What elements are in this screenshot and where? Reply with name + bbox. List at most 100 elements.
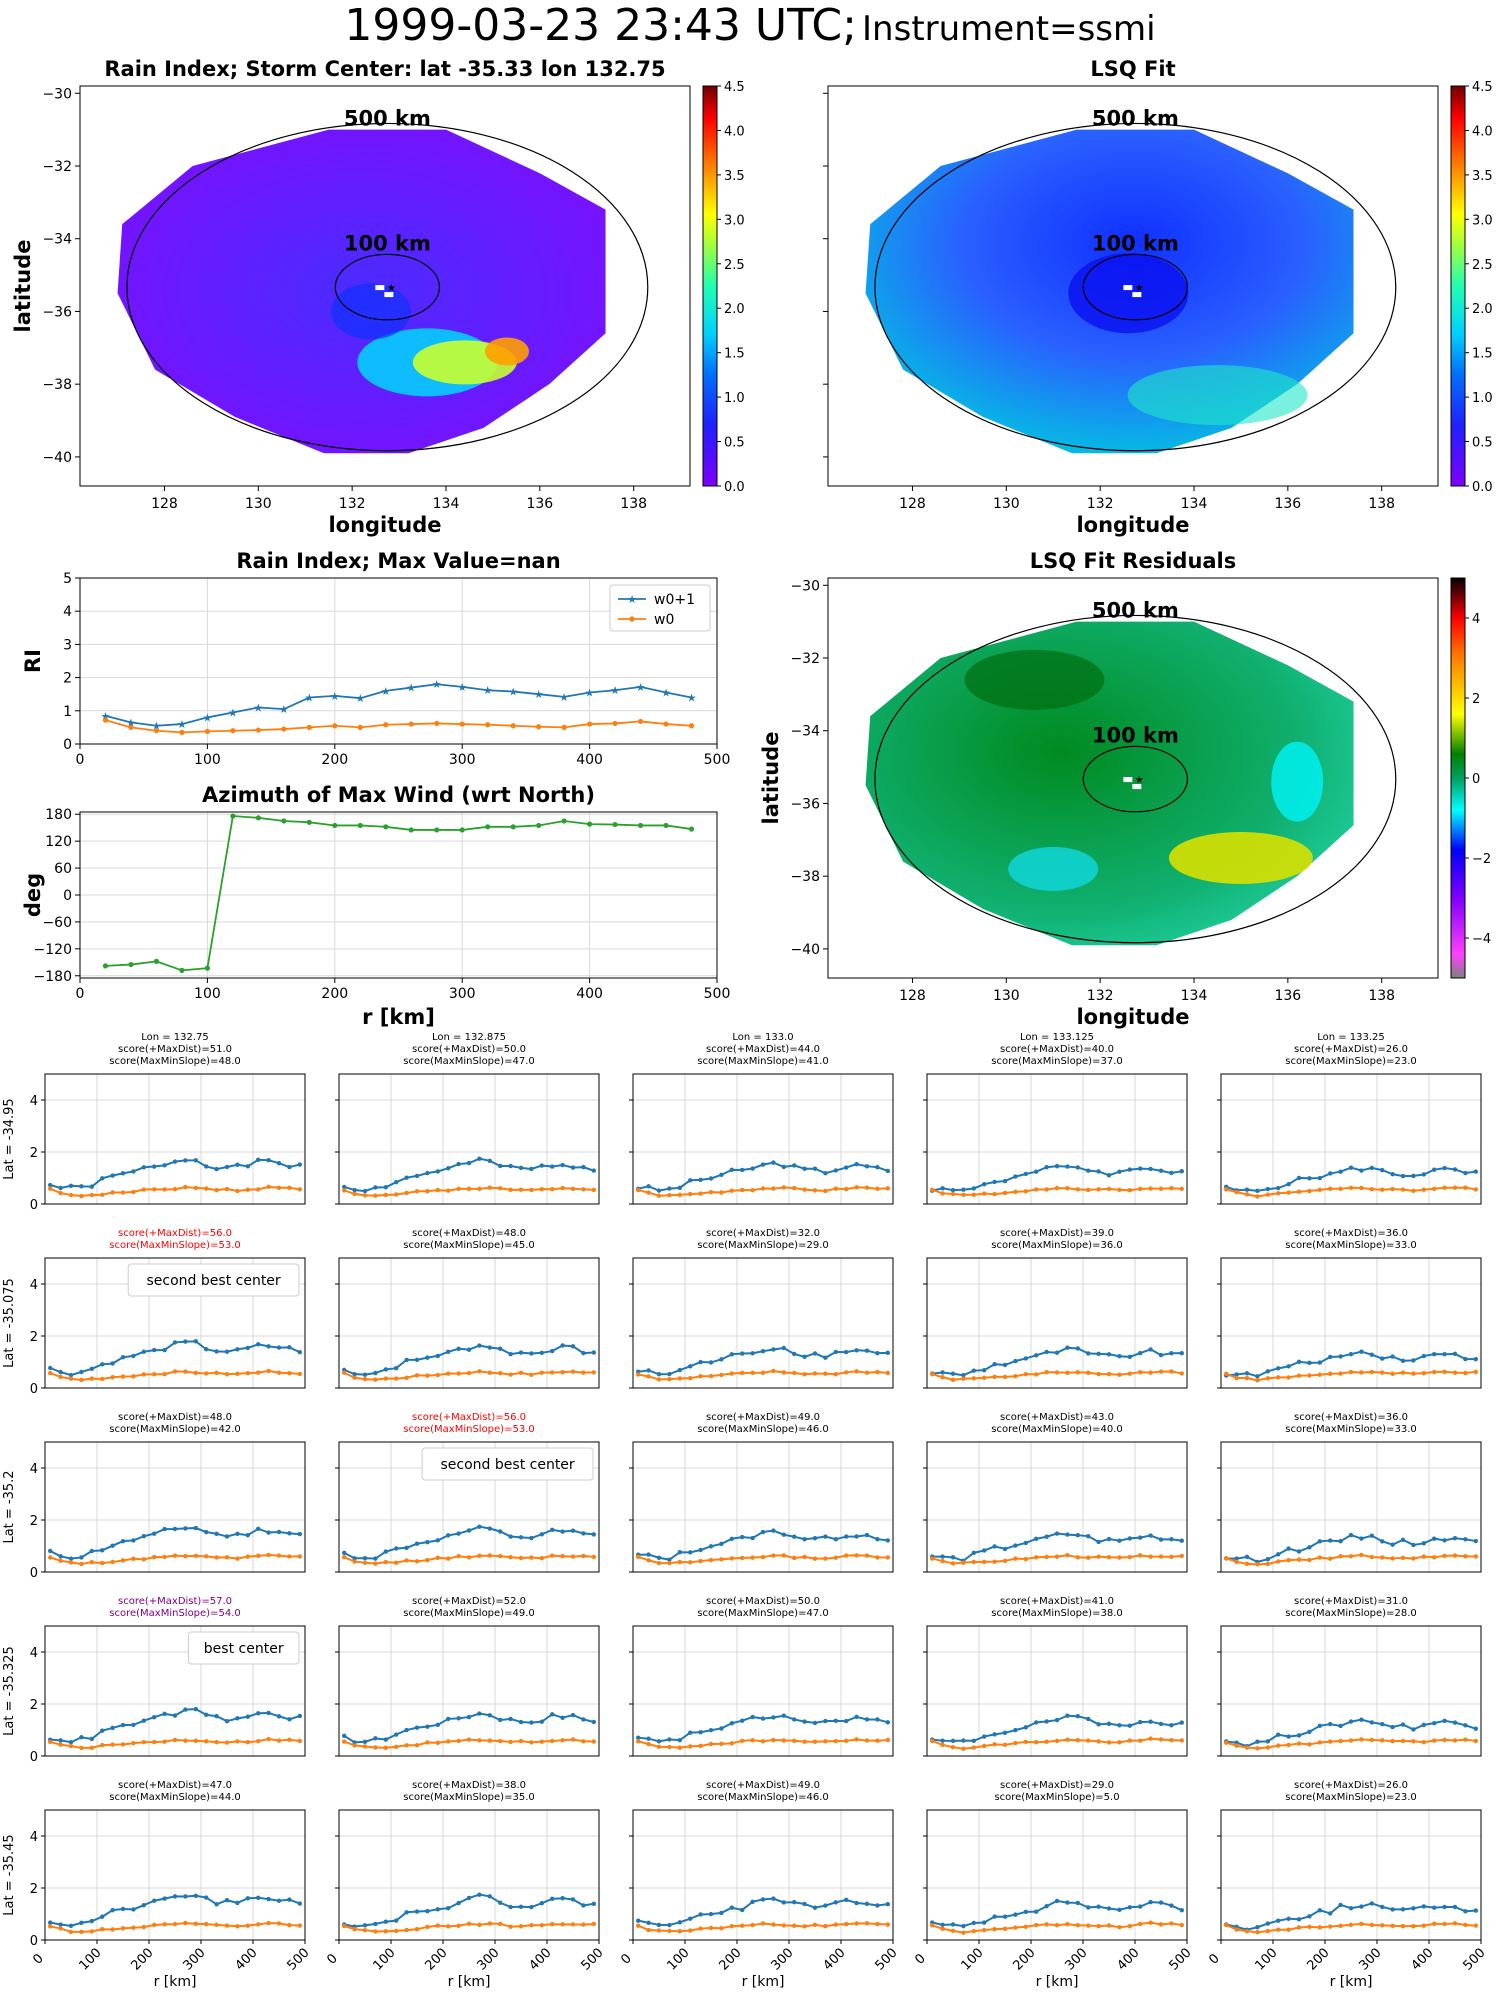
cell-2-1-point-1	[581, 1553, 586, 1559]
cell-3-4-point-0	[1432, 1720, 1437, 1726]
cell-3-0-point-1	[48, 1739, 53, 1745]
cell-4-4-point-1	[1286, 1927, 1291, 1932]
colorbar-1	[1450, 85, 1466, 487]
cell-1-1-point-0	[518, 1350, 524, 1355]
cell-4-1-point-0	[487, 1894, 492, 1899]
cell-2-2-point-1	[812, 1556, 818, 1561]
cell-0-0-score-maxminslope: score(MaxMinSlope)=48.0	[109, 1056, 240, 1067]
ri-xtick-label: 0	[76, 752, 85, 768]
cell-3-0-ytick-label: 0	[30, 1750, 38, 1765]
cell-4-1-point-0	[446, 1906, 451, 1911]
cell-2-3-point-1	[1002, 1558, 1008, 1564]
cell-0-0-point-0	[287, 1164, 292, 1170]
cell-0-4-point-1	[1348, 1185, 1354, 1190]
cell-0-2-axes	[633, 1074, 893, 1204]
cell-0-2-point-0	[792, 1163, 797, 1168]
cell-0-0-ytick-label: 4	[30, 1094, 38, 1109]
map-ytick-label-0: −34	[42, 232, 72, 248]
cell-3-1-point-0	[446, 1716, 451, 1722]
cell-2-0-point-1	[89, 1559, 95, 1565]
az-point-0	[204, 965, 210, 971]
cell-1-0-point-1	[193, 1370, 198, 1376]
cell-1-0-point-1	[100, 1376, 105, 1382]
cell-4-3-point-0	[1034, 1909, 1039, 1914]
cell-1-1-point-0	[581, 1350, 586, 1356]
cell-0-4-point-1	[1244, 1192, 1250, 1197]
cell-4-0-point-1	[256, 1922, 261, 1927]
cell-1-4-point-0	[1276, 1366, 1281, 1371]
cell-2-3-point-1	[1034, 1555, 1039, 1560]
cell-4-1-xtick-label: 300	[474, 1945, 502, 1973]
cell-3-3-point-0	[940, 1738, 945, 1743]
cell-2-2-point-0	[802, 1537, 807, 1542]
cell-2-3-point-1	[1013, 1556, 1018, 1561]
cell-3-0-point-1	[235, 1739, 240, 1744]
cell-4-1-point-1	[435, 1923, 440, 1928]
cell-2-0-point-0	[162, 1526, 167, 1532]
az-point-0	[637, 822, 644, 829]
cell-2-2-point-0	[792, 1534, 797, 1539]
cell-3-4-score-maxdist: score(+MaxDist)=31.0	[1294, 1596, 1408, 1607]
cell-2-3-point-0	[971, 1550, 976, 1556]
cell-2-4-point-1	[1224, 1556, 1229, 1561]
cell-1-0-point-0	[152, 1347, 157, 1353]
cell-1-0-ytick-label: 0	[30, 1382, 38, 1397]
cell-1-1-point-0	[394, 1365, 399, 1371]
cell-2-0-ytick-label: 2	[30, 1514, 38, 1529]
cell-3-0-point-0	[68, 1740, 74, 1745]
ri-point-0: ★	[432, 678, 442, 691]
cell-4-3-point-0	[1023, 1909, 1028, 1915]
cell-0-2-point-1	[750, 1187, 755, 1193]
cell-4-3-point-0	[1002, 1914, 1008, 1919]
cell-3-1-point-0	[591, 1719, 596, 1725]
cell-2-3-point-1	[961, 1560, 966, 1565]
cell-2-0-point-0	[245, 1532, 250, 1538]
cell-1-1-point-0	[446, 1349, 451, 1355]
cell-4-4-point-1	[1421, 1923, 1427, 1928]
cell-4-0-point-0	[68, 1923, 74, 1929]
cell-0-2-point-1	[698, 1191, 703, 1196]
cell-4-2-point-0	[667, 1922, 672, 1928]
cell-2-1-point-1	[591, 1554, 596, 1560]
cell-1-2-point-0	[760, 1348, 766, 1354]
figure-time: 1999-03-23 23:43 UTC;	[344, 0, 857, 51]
cell-1-4-point-0	[1452, 1351, 1458, 1357]
cell-1-4-point-0	[1328, 1354, 1333, 1360]
cell-3-1-point-1	[529, 1740, 534, 1745]
cell-3-1-point-1	[539, 1739, 544, 1744]
cell-0-4-point-1	[1452, 1185, 1458, 1190]
az-point-0	[230, 813, 236, 819]
cell-2-4-point-1	[1296, 1557, 1302, 1562]
cell-4-0-point-0	[100, 1914, 105, 1919]
cell-3-1-point-1	[487, 1738, 492, 1743]
cell-1-4-frame	[1220, 1257, 1482, 1389]
cell-4-2-xtick-label: 300	[768, 1945, 796, 1973]
cell-0-1-point-1	[446, 1188, 451, 1193]
cell-3-0-point-1	[131, 1741, 136, 1746]
cell-1-0-point-1	[276, 1370, 282, 1375]
cell-2-3-point-1	[1158, 1554, 1164, 1559]
cell-2-0-point-0	[256, 1526, 261, 1531]
cell-2-4-point-0	[1244, 1554, 1250, 1560]
cell-2-1-point-0	[446, 1533, 451, 1538]
cell-3-2-point-1	[656, 1744, 662, 1750]
cell-2-3-point-0	[1002, 1546, 1008, 1552]
cell-2-1-point-1	[560, 1554, 565, 1559]
cell-4-2-point-1	[750, 1922, 755, 1928]
cell-3-0-point-0	[266, 1710, 271, 1716]
cell-1-1-point-1	[581, 1370, 586, 1375]
cell-4-2-xtick-label: 200	[716, 1945, 744, 1973]
cell-4-1-point-1	[539, 1922, 544, 1928]
cell-4-4-point-0	[1265, 1921, 1271, 1926]
cell-3-3-point-1	[1034, 1740, 1039, 1745]
cell-3-4-point-1	[1359, 1737, 1364, 1742]
cell-1-2-point-1	[719, 1372, 724, 1378]
cell-1-0-point-1	[224, 1372, 230, 1377]
cell-1-3-point-0	[940, 1370, 945, 1375]
colorbar-tick-label-2: −4	[1472, 932, 1491, 947]
cell-0-4-point-0	[1369, 1165, 1375, 1171]
cell-3-3-point-1	[992, 1742, 997, 1747]
cell-4-3-point-1	[1065, 1922, 1070, 1927]
cell-3-4-point-1	[1307, 1742, 1312, 1747]
cell-2-1-score-maxminslope: score(MaxMinSlope)=53.0	[403, 1424, 534, 1435]
